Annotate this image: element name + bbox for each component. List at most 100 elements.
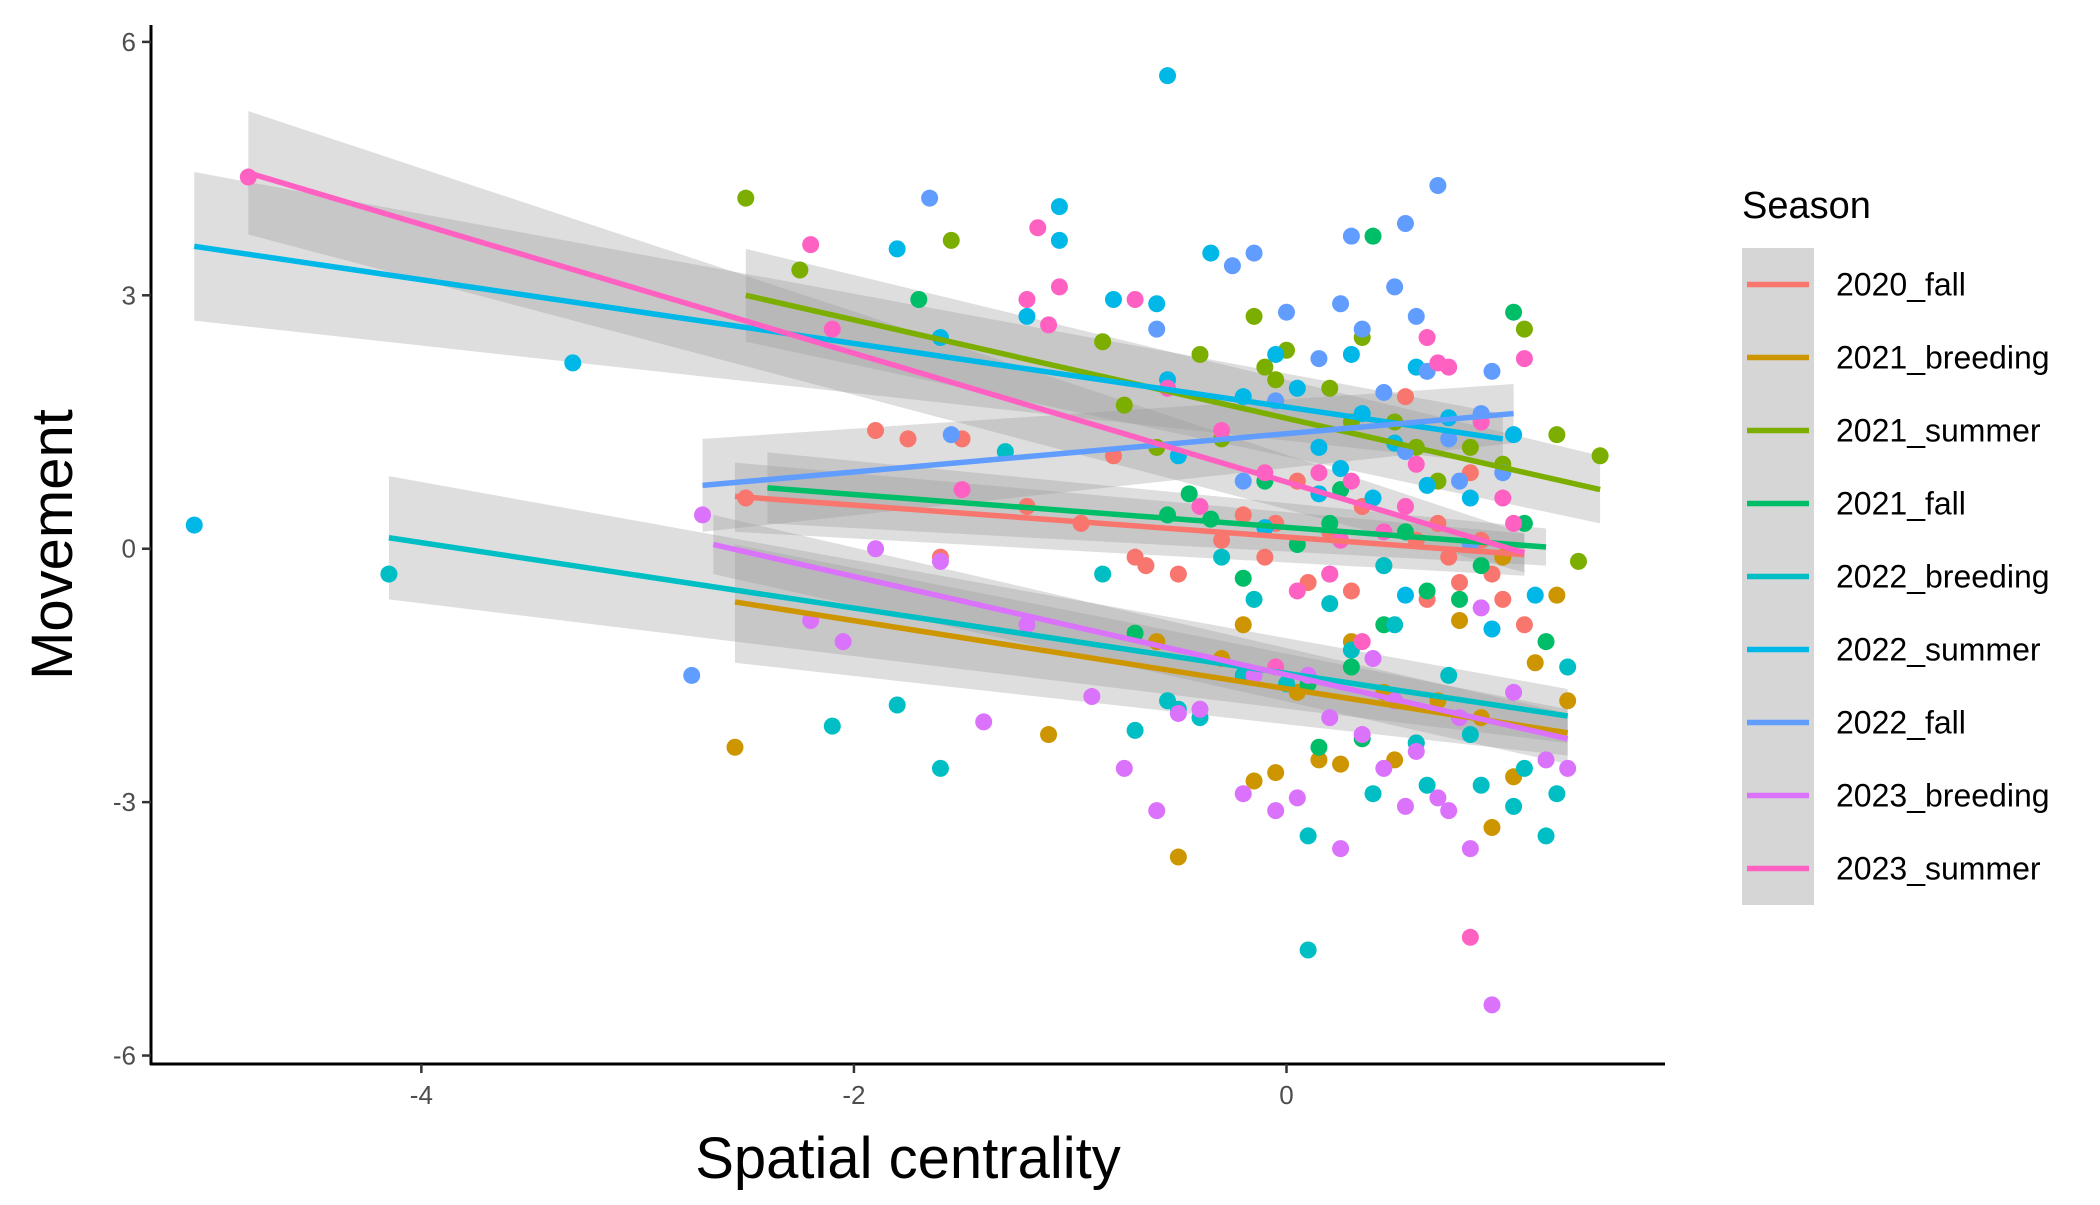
data-point-2022_breeding [1461, 726, 1479, 744]
data-point-2020_fall [1137, 557, 1155, 575]
data-point-2023_summer [1321, 565, 1339, 583]
legend-label-2023_breeding: 2023_breeding [1836, 778, 2050, 814]
data-point-2023_breeding [1396, 797, 1414, 815]
data-point-2021_breeding [1526, 654, 1544, 672]
data-point-2023_breeding [1353, 726, 1371, 744]
data-point-2022_summer [1267, 345, 1285, 363]
data-point-2021_summer [1569, 552, 1587, 570]
data-point-2022_summer [888, 240, 906, 258]
data-point-2023_breeding [1559, 759, 1577, 777]
legend: Season 2020_fall 2021_breeding 2021_summer… [1742, 185, 2050, 905]
y-tick-label: -3 [113, 787, 136, 817]
data-point-2023_breeding [867, 540, 885, 558]
data-point-2020_fall [1494, 590, 1512, 608]
data-point-2021_breeding [1483, 818, 1501, 836]
data-point-2022_breeding [1472, 776, 1490, 794]
data-point-2021_breeding [1559, 692, 1577, 710]
data-point-2021_fall [1505, 303, 1523, 321]
data-point-2023_summer [1494, 489, 1512, 507]
data-point-2023_summer [1288, 582, 1306, 600]
data-point-2023_summer [1515, 350, 1533, 368]
data-point-2022_summer [1364, 489, 1382, 507]
data-point-2022_fall [1386, 278, 1404, 296]
legend-label-2021_summer: 2021_summer [1836, 413, 2041, 449]
legend-label-2022_fall: 2022_fall [1836, 705, 1966, 741]
y-tick-label: -6 [113, 1041, 136, 1071]
data-point-2021_breeding [726, 738, 744, 756]
data-point-2022_summer [564, 354, 582, 372]
legend-title: Season [1742, 185, 1871, 227]
data-point-2022_breeding [1548, 785, 1566, 803]
data-point-2022_summer [185, 516, 203, 534]
data-point-2022_breeding [1299, 941, 1317, 959]
fit-line-2022_summer [193, 243, 1504, 442]
data-point-2020_fall [1396, 388, 1414, 406]
data-point-2022_breeding [1094, 565, 1112, 583]
fit-line-2021_breeding [734, 599, 1569, 736]
data-point-2022_breeding [1299, 827, 1317, 845]
data-point-2023_summer [823, 320, 841, 338]
data-point-2023_summer [1126, 291, 1144, 309]
axes: -4 -2 0 -6 -3 0 3 6 [113, 25, 1665, 1110]
data-point-2023_breeding [975, 713, 993, 731]
data-point-2021_fall [1537, 633, 1555, 651]
data-point-2022_summer [1505, 426, 1523, 444]
x-tick-label: -2 [842, 1080, 865, 1110]
x-tick-label: -4 [410, 1080, 433, 1110]
data-point-2021_breeding [1169, 848, 1187, 866]
data-point-2022_summer [1159, 67, 1177, 85]
data-point-2023_breeding [1288, 789, 1306, 807]
data-point-2023_summer [1050, 278, 1068, 296]
data-point-2020_fall [1256, 548, 1274, 566]
fit-line-2021_fall [767, 485, 1547, 550]
data-point-2022_breeding [888, 696, 906, 714]
data-point-2022_fall [1407, 307, 1425, 325]
data-point-2022_fall [1440, 430, 1458, 448]
data-point-2021_breeding [1310, 751, 1328, 769]
data-point-2020_fall [1451, 574, 1469, 592]
data-point-2023_breeding [1472, 599, 1490, 617]
data-point-2021_fall [910, 291, 928, 309]
data-point-2022_summer [1104, 291, 1122, 309]
data-point-2023_summer [1213, 421, 1231, 439]
data-point-2021_summer [1245, 307, 1263, 325]
data-point-2022_summer [1050, 231, 1068, 249]
data-point-2023_summer [802, 236, 820, 254]
data-point-2022_fall [1342, 227, 1360, 245]
data-point-2022_fall [683, 666, 701, 684]
data-point-2022_breeding [1515, 759, 1533, 777]
data-point-2021_fall [1180, 485, 1198, 503]
data-point-2022_summer [1148, 295, 1166, 313]
data-point-2022_fall [1148, 320, 1166, 338]
data-point-2023_breeding [1321, 709, 1339, 727]
data-point-2022_fall [1245, 244, 1263, 262]
data-point-2022_breeding [1559, 658, 1577, 676]
data-point-2021_summer [1515, 320, 1533, 338]
y-tick-label: 6 [122, 27, 136, 57]
data-point-2023_summer [1505, 514, 1523, 532]
data-point-2023_breeding [1407, 742, 1425, 760]
data-point-2020_fall [1234, 506, 1252, 524]
data-point-2021_breeding [1267, 764, 1285, 782]
data-point-2023_breeding [1083, 688, 1101, 706]
data-point-2022_summer [1396, 586, 1414, 604]
y-axis-title: Movement [20, 409, 85, 680]
data-point-2022_breeding [823, 717, 841, 735]
data-point-2022_fall [1375, 383, 1393, 401]
legend-label-2023_summer: 2023_summer [1836, 851, 2041, 887]
data-point-2023_summer [1310, 464, 1328, 482]
fit-line-2022_fall [702, 410, 1514, 489]
data-point-2021_fall [1342, 658, 1360, 676]
data-point-2022_breeding [1364, 785, 1382, 803]
data-point-2022_breeding [1126, 721, 1144, 739]
data-point-2023_summer [1353, 633, 1371, 651]
x-axis-title: Spatial centrality [695, 1126, 1121, 1191]
data-point-2023_summer [1407, 455, 1425, 473]
y-tick-label: 0 [122, 534, 136, 564]
data-point-2023_breeding [1234, 785, 1252, 803]
data-point-2020_fall [899, 430, 917, 448]
data-point-2023_breeding [1267, 802, 1285, 820]
data-point-2023_summer [1440, 358, 1458, 376]
data-point-2023_breeding [1375, 759, 1393, 777]
